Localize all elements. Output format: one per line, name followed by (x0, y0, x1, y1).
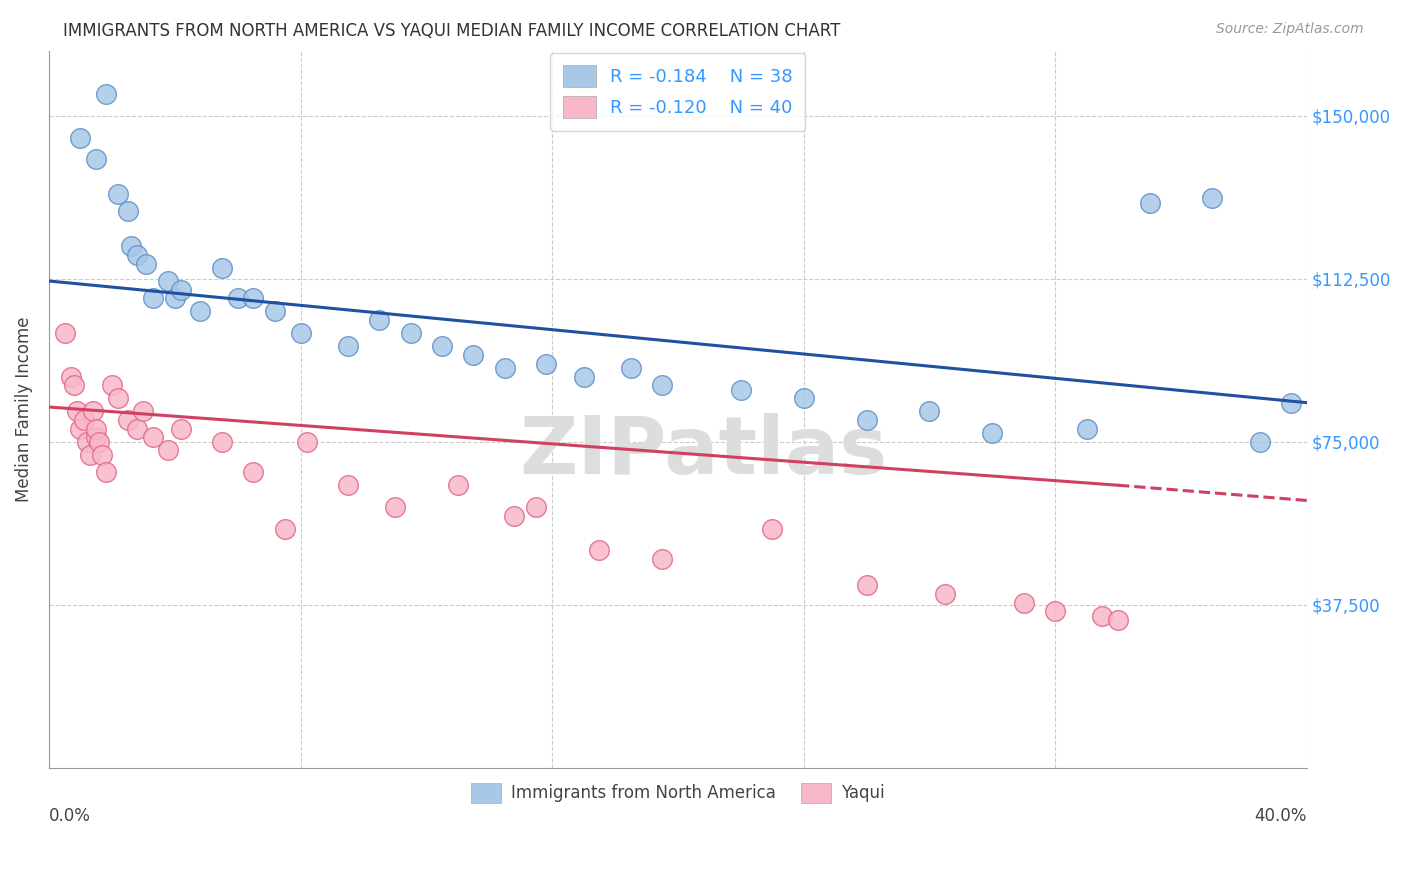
Point (588, 543, 610, 558)
Legend: Immigrants from North America, Yaqui: Immigrants from North America, Yaqui (464, 776, 891, 810)
Point (934, 587, 956, 601)
Text: 40.0%: 40.0% (1254, 807, 1306, 825)
Point (447, 478, 470, 492)
Text: IMMIGRANTS FROM NORTH AMERICA VS YAQUI MEDIAN FAMILY INCOME CORRELATION CHART: IMMIGRANTS FROM NORTH AMERICA VS YAQUI M… (63, 22, 841, 40)
Point (1201, 191, 1223, 205)
Point (534, 357, 557, 371)
Point (63, 378, 86, 392)
Point (69, 422, 91, 436)
Point (242, 465, 264, 479)
Point (76, 434, 98, 449)
Point (142, 430, 165, 444)
Point (94, 87, 117, 102)
Point (290, 326, 312, 340)
Point (211, 434, 233, 449)
Point (59, 369, 82, 384)
Point (336, 339, 359, 353)
Point (620, 360, 643, 375)
Text: 0.0%: 0.0% (49, 807, 91, 825)
Point (1279, 395, 1302, 409)
Point (84, 153, 107, 167)
Point (226, 292, 249, 306)
Point (1107, 613, 1129, 627)
Point (101, 378, 124, 392)
Point (66, 404, 89, 418)
Point (730, 383, 752, 397)
Point (524, 500, 547, 514)
Point (188, 304, 211, 318)
Point (1091, 608, 1114, 623)
Point (170, 422, 193, 436)
Point (211, 260, 233, 275)
Point (295, 434, 318, 449)
Point (1012, 596, 1035, 610)
Point (793, 392, 815, 406)
Point (336, 478, 359, 492)
Point (91, 448, 114, 462)
Point (89, 434, 111, 449)
Point (761, 522, 783, 536)
Point (463, 348, 485, 362)
Point (84, 422, 107, 436)
Point (157, 443, 180, 458)
Point (264, 304, 287, 318)
Point (981, 426, 1004, 441)
Point (651, 552, 673, 566)
Point (503, 508, 526, 523)
Point (1139, 195, 1161, 210)
Point (1045, 604, 1067, 618)
Point (107, 392, 129, 406)
Point (82, 404, 104, 418)
Point (1076, 422, 1098, 436)
Point (53, 326, 76, 340)
Text: ZIPatlas: ZIPatlas (519, 413, 887, 491)
Point (855, 413, 877, 427)
Point (170, 283, 193, 297)
Point (84, 430, 107, 444)
Point (163, 292, 186, 306)
Point (242, 292, 264, 306)
Point (120, 239, 142, 253)
Point (135, 257, 157, 271)
Point (117, 413, 139, 427)
Point (384, 500, 406, 514)
Point (132, 404, 155, 418)
Point (117, 204, 139, 219)
Point (855, 578, 877, 592)
Point (107, 187, 129, 202)
Y-axis label: Median Family Income: Median Family Income (15, 317, 32, 502)
Point (918, 404, 941, 418)
Point (125, 422, 148, 436)
Point (430, 339, 453, 353)
Point (368, 313, 391, 327)
Point (94, 465, 117, 479)
Point (142, 292, 165, 306)
Point (274, 522, 297, 536)
Point (651, 378, 673, 392)
Point (1249, 434, 1271, 449)
Point (79, 448, 101, 462)
Point (157, 274, 180, 288)
Point (572, 369, 595, 384)
Point (72, 413, 94, 427)
Point (125, 248, 148, 262)
Point (494, 360, 516, 375)
Point (399, 326, 422, 340)
Point (69, 130, 91, 145)
Text: Source: ZipAtlas.com: Source: ZipAtlas.com (1216, 22, 1364, 37)
